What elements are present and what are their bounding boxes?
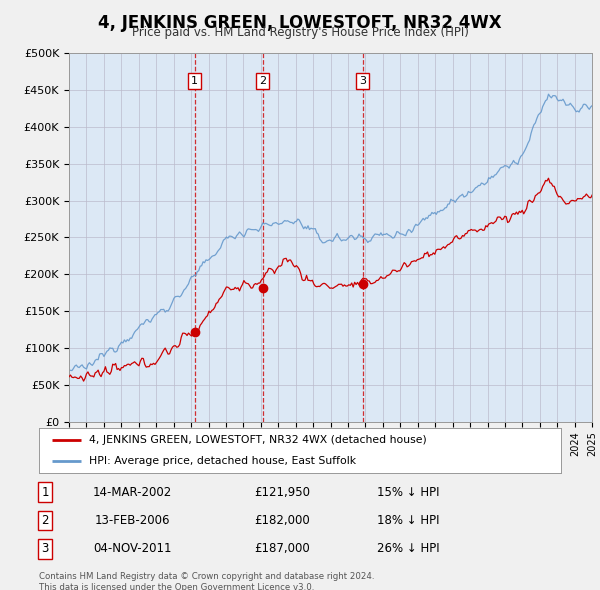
Text: Contains HM Land Registry data © Crown copyright and database right 2024.
This d: Contains HM Land Registry data © Crown c… bbox=[39, 572, 374, 590]
Text: 2: 2 bbox=[259, 76, 266, 86]
Text: 3: 3 bbox=[359, 76, 367, 86]
Text: 14-MAR-2002: 14-MAR-2002 bbox=[92, 486, 172, 499]
Text: HPI: Average price, detached house, East Suffolk: HPI: Average price, detached house, East… bbox=[89, 456, 356, 466]
Text: 15% ↓ HPI: 15% ↓ HPI bbox=[377, 486, 439, 499]
Text: 26% ↓ HPI: 26% ↓ HPI bbox=[377, 542, 439, 555]
Text: 1: 1 bbox=[41, 486, 49, 499]
Text: £187,000: £187,000 bbox=[254, 542, 310, 555]
Text: 3: 3 bbox=[41, 542, 49, 555]
Text: 2: 2 bbox=[41, 514, 49, 527]
Text: Price paid vs. HM Land Registry's House Price Index (HPI): Price paid vs. HM Land Registry's House … bbox=[131, 26, 469, 39]
Text: 1: 1 bbox=[191, 76, 198, 86]
Text: 18% ↓ HPI: 18% ↓ HPI bbox=[377, 514, 439, 527]
Text: 4, JENKINS GREEN, LOWESTOFT, NR32 4WX (detached house): 4, JENKINS GREEN, LOWESTOFT, NR32 4WX (d… bbox=[89, 435, 427, 445]
Text: 04-NOV-2011: 04-NOV-2011 bbox=[93, 542, 171, 555]
Text: £182,000: £182,000 bbox=[254, 514, 310, 527]
Text: 4, JENKINS GREEN, LOWESTOFT, NR32 4WX: 4, JENKINS GREEN, LOWESTOFT, NR32 4WX bbox=[98, 14, 502, 32]
Text: 13-FEB-2006: 13-FEB-2006 bbox=[94, 514, 170, 527]
Text: £121,950: £121,950 bbox=[254, 486, 310, 499]
